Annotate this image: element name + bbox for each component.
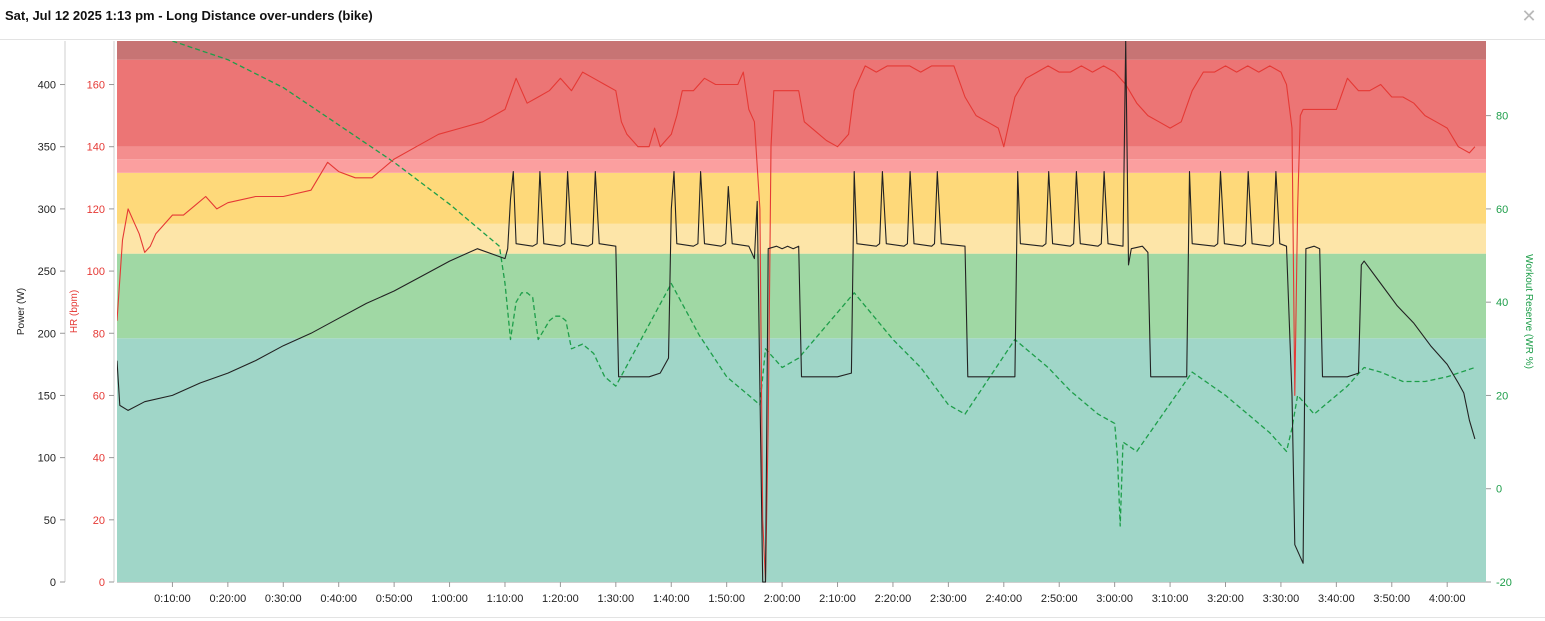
x-tick-label: 1:10:00 xyxy=(487,593,524,605)
hr-tick-label: 80 xyxy=(93,328,105,340)
power-tick-label: 300 xyxy=(38,204,56,216)
x-tick-label: 0:20:00 xyxy=(209,593,246,605)
x-tick-label: 0:30:00 xyxy=(265,593,302,605)
x-tick-label: 3:10:00 xyxy=(1152,593,1189,605)
wr-tick-label: 40 xyxy=(1496,297,1508,309)
zone-band-3 xyxy=(117,223,1486,254)
hr-tick-label: 140 xyxy=(87,142,105,154)
wr-tick-label: 60 xyxy=(1496,204,1508,216)
hr-tick-label: 120 xyxy=(87,204,105,216)
power-tick-label: 350 xyxy=(38,142,56,154)
x-tick-label: 0:10:00 xyxy=(154,593,191,605)
zone-band-1 xyxy=(117,338,1486,582)
power-series-line xyxy=(117,41,1476,583)
hr-tick-label: 0 xyxy=(99,577,105,589)
hr-tick-label: 40 xyxy=(93,453,105,465)
chart-title: Sat, Jul 12 2025 1:13 pm - Long Distance… xyxy=(5,8,373,23)
wr-series-line xyxy=(172,41,1476,527)
hr-tick-label: 20 xyxy=(93,515,105,527)
hr-axis-title: HR (bpm) xyxy=(69,290,80,333)
hr-tick-label: 60 xyxy=(93,390,105,402)
x-tick-label: 0:40:00 xyxy=(320,593,357,605)
zone-band-2 xyxy=(117,253,1486,339)
hr-series-line xyxy=(117,65,1476,583)
x-tick-label: 1:00:00 xyxy=(431,593,468,605)
x-tick-label: 1:50:00 xyxy=(708,593,745,605)
power-tick-label: 150 xyxy=(38,390,56,402)
wr-tick-label: 0 xyxy=(1496,484,1502,496)
power-tick-label: 250 xyxy=(38,266,56,278)
x-tick-label: 2:00:00 xyxy=(764,593,801,605)
power-tick-label: 0 xyxy=(50,577,56,589)
power-tick-label: 400 xyxy=(38,80,56,92)
x-tick-label: 2:20:00 xyxy=(875,593,912,605)
x-tick-label: 2:10:00 xyxy=(819,593,856,605)
power-tick-label: 100 xyxy=(38,453,56,465)
x-tick-label: 3:50:00 xyxy=(1373,593,1410,605)
x-tick-label: 1:40:00 xyxy=(653,593,690,605)
footer-divider xyxy=(0,617,1545,618)
power-tick-label: 50 xyxy=(44,515,56,527)
wr-tick-label: -20 xyxy=(1496,577,1512,589)
power-axis-title: Power (W) xyxy=(16,288,27,335)
x-tick-label: 1:20:00 xyxy=(542,593,579,605)
wr-axis-title: Workout Reserve (WR %) xyxy=(1523,254,1534,369)
zone-band-4 xyxy=(117,172,1486,224)
zone-band-6 xyxy=(117,146,1486,160)
x-tick-label: 3:40:00 xyxy=(1318,593,1355,605)
x-tick-label: 1:30:00 xyxy=(597,593,634,605)
hr-tick-label: 100 xyxy=(87,266,105,278)
hr-tick-label: 160 xyxy=(87,80,105,92)
dialog-header: Sat, Jul 12 2025 1:13 pm - Long Distance… xyxy=(0,0,1545,40)
x-tick-label: 4:00:00 xyxy=(1429,593,1466,605)
x-tick-label: 0:50:00 xyxy=(376,593,413,605)
zone-band-8 xyxy=(117,41,1486,60)
wr-tick-label: 80 xyxy=(1496,111,1508,123)
power-tick-label: 200 xyxy=(38,328,56,340)
x-tick-label: 3:20:00 xyxy=(1207,593,1244,605)
x-tick-label: 2:30:00 xyxy=(930,593,967,605)
x-tick-label: 3:30:00 xyxy=(1263,593,1300,605)
zone-band-5 xyxy=(117,159,1486,173)
close-icon[interactable]: ✕ xyxy=(1521,6,1537,26)
x-tick-label: 3:00:00 xyxy=(1096,593,1133,605)
wr-tick-label: 20 xyxy=(1496,390,1508,402)
x-tick-label: 2:40:00 xyxy=(985,593,1022,605)
x-tick-label: 2:50:00 xyxy=(1041,593,1078,605)
